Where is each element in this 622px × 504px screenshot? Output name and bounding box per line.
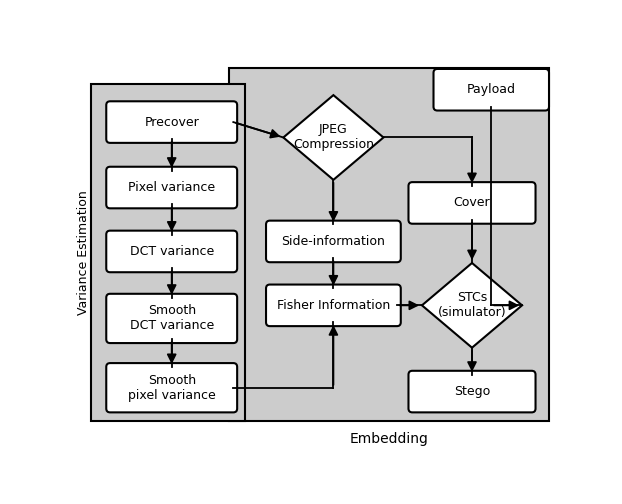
FancyBboxPatch shape (434, 69, 549, 110)
FancyBboxPatch shape (106, 167, 237, 208)
FancyBboxPatch shape (266, 221, 401, 262)
Polygon shape (284, 95, 383, 180)
Polygon shape (422, 263, 522, 348)
Text: Fisher Information: Fisher Information (277, 299, 390, 312)
Text: Payload: Payload (466, 83, 516, 96)
Text: DCT variance: DCT variance (129, 245, 214, 258)
FancyBboxPatch shape (266, 285, 401, 326)
Text: Stego: Stego (454, 385, 490, 398)
Bar (230, 68, 549, 421)
FancyBboxPatch shape (409, 371, 536, 412)
Bar (91, 84, 245, 421)
Text: Precover: Precover (144, 115, 199, 129)
Text: Pixel variance: Pixel variance (128, 181, 215, 194)
FancyBboxPatch shape (106, 363, 237, 412)
Text: Embedding: Embedding (350, 431, 429, 446)
Text: Side-information: Side-information (282, 235, 386, 248)
Text: Variance Estimation: Variance Estimation (77, 190, 90, 314)
Text: JPEG
Compression: JPEG Compression (293, 123, 374, 152)
Text: Cover: Cover (453, 197, 490, 210)
FancyBboxPatch shape (106, 294, 237, 343)
Text: STCs
(simulator): STCs (simulator) (438, 291, 506, 320)
FancyBboxPatch shape (106, 231, 237, 272)
Text: Smooth
DCT variance: Smooth DCT variance (129, 304, 214, 333)
FancyBboxPatch shape (409, 182, 536, 224)
Text: Smooth
pixel variance: Smooth pixel variance (128, 374, 216, 402)
FancyBboxPatch shape (106, 101, 237, 143)
